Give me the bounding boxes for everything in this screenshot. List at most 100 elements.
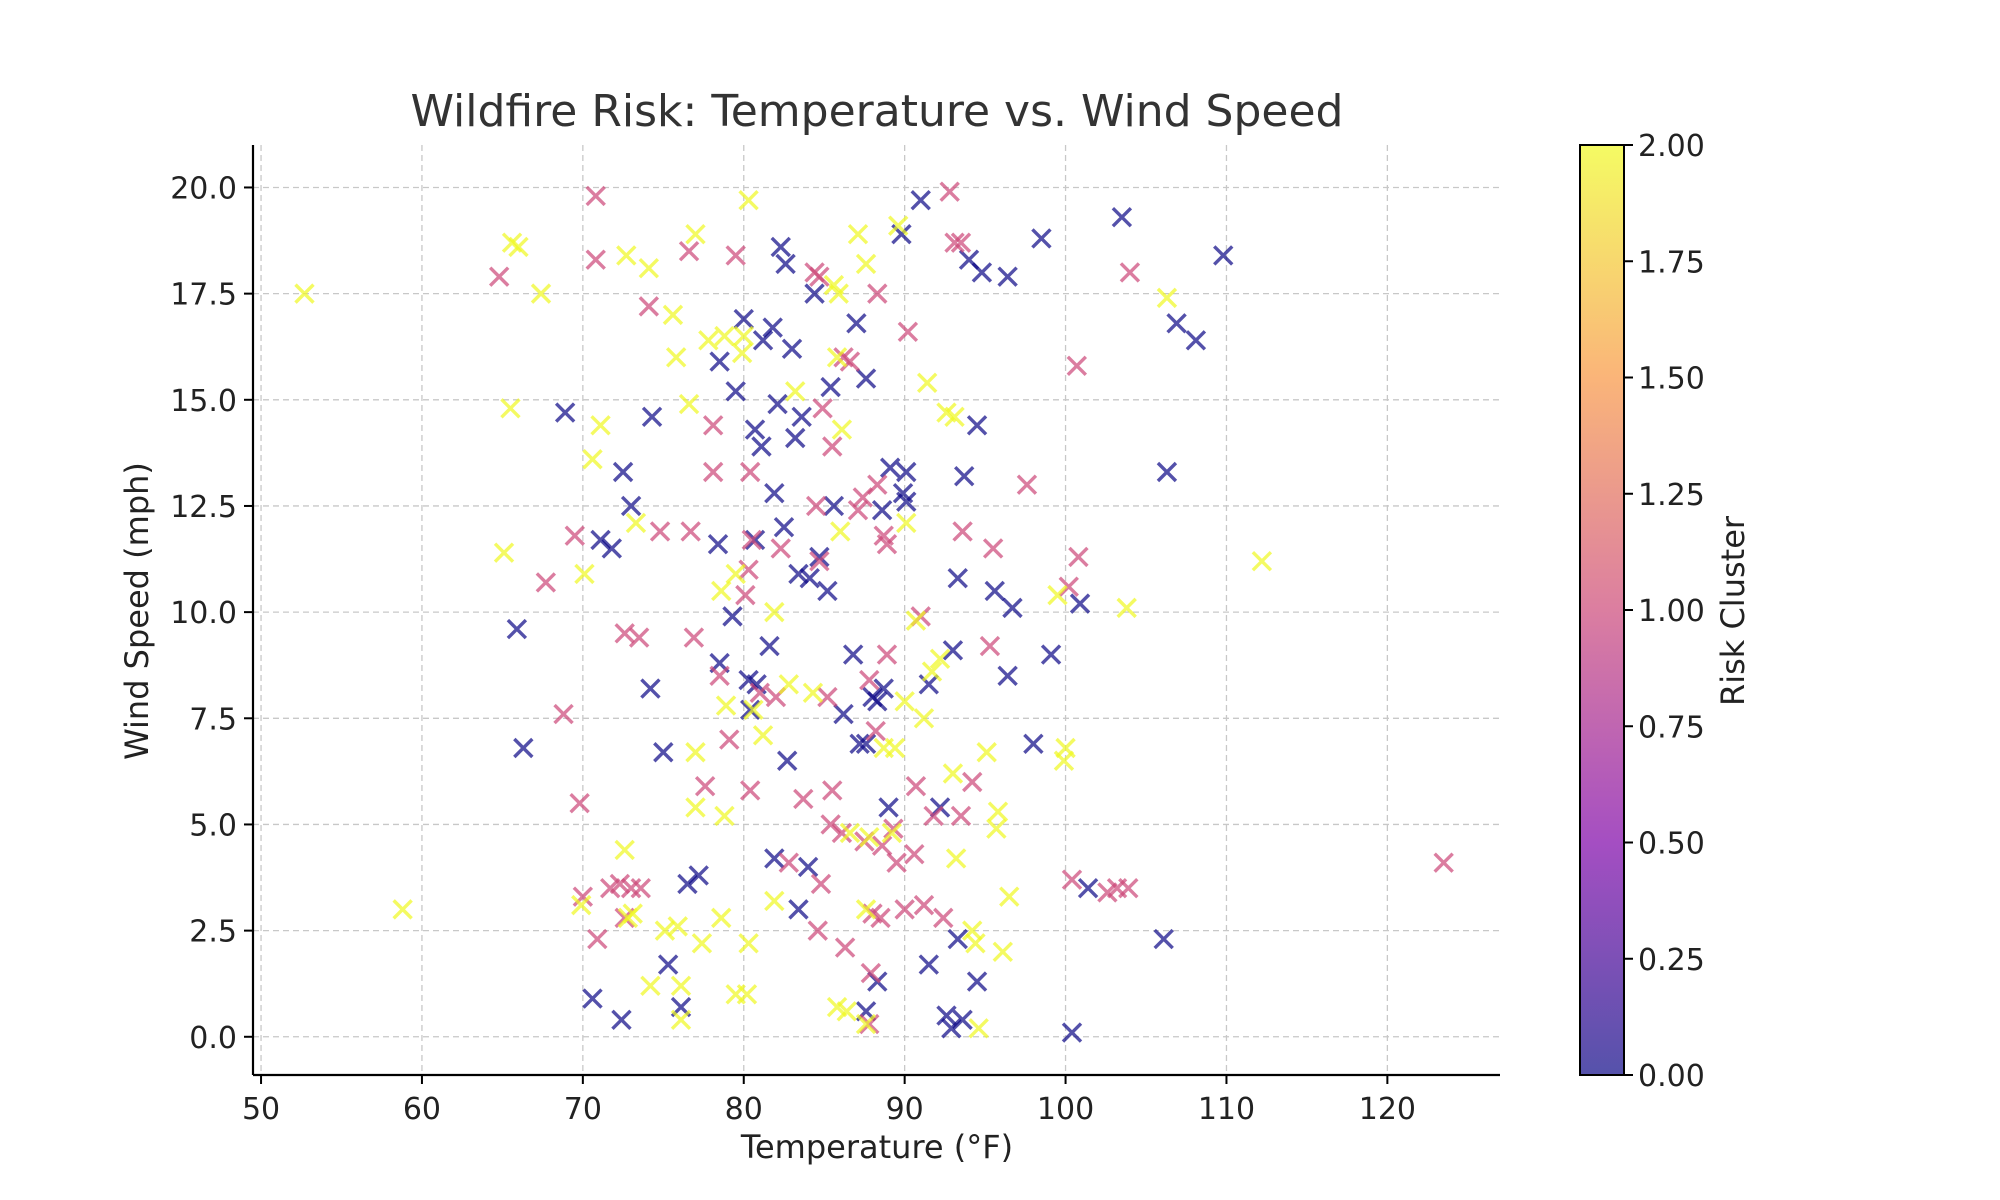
data-point-cluster-1 [867, 283, 888, 304]
colorbar-tick-label: 0.75 [1638, 710, 1705, 745]
y-tick-label: 20.0 [170, 171, 237, 206]
data-point-cluster-0 [918, 674, 939, 695]
data-point-cluster-2 [828, 283, 849, 304]
data-point-cluster-1 [587, 928, 608, 950]
data-point-cluster-2 [992, 941, 1014, 963]
data-point-cluster-1 [933, 907, 954, 929]
data-point-cluster-1 [1068, 546, 1089, 568]
data-point-cluster-1 [739, 780, 761, 801]
data-point-cluster-0 [966, 971, 988, 992]
data-point-cluster-1 [1119, 262, 1141, 283]
data-point-cluster-2 [999, 886, 1020, 907]
data-point-cluster-1 [982, 538, 1004, 559]
data-point-cluster-2 [855, 253, 877, 275]
x-tick-label: 50 [242, 1092, 280, 1127]
data-point-cluster-2 [590, 415, 611, 436]
data-point-cluster-2 [685, 797, 706, 818]
data-point-cluster-0 [997, 266, 1018, 287]
data-point-cluster-0 [688, 865, 709, 886]
data-point-cluster-2 [616, 245, 637, 266]
data-point-cluster-2 [1156, 287, 1178, 309]
data-point-cluster-1 [807, 920, 828, 941]
data-point-cluster-1 [950, 805, 972, 827]
data-point-cluster-0 [752, 330, 774, 351]
data-point-cluster-1 [962, 771, 983, 793]
data-point-cluster-2 [836, 1001, 857, 1022]
data-point-cluster-0 [1023, 733, 1044, 754]
data-point-cluster-2 [665, 347, 687, 368]
data-point-cluster-0 [910, 190, 931, 211]
data-point-cluster-1 [680, 521, 701, 542]
data-point-cluster-2 [986, 818, 1007, 839]
data-point-cluster-0 [1031, 228, 1052, 249]
data-point-cluster-0 [612, 461, 634, 483]
data-point-cluster-0 [725, 381, 746, 402]
data-point-cluster-0 [788, 563, 809, 585]
data-point-cluster-1 [1066, 355, 1088, 377]
data-point-cluster-1 [913, 894, 935, 916]
data-point-cluster-0 [855, 368, 877, 389]
data-point-cluster-2 [670, 975, 692, 997]
data-point-cluster-1 [585, 249, 606, 270]
data-point-cluster-0 [941, 1018, 962, 1039]
data-point-cluster-0 [871, 500, 893, 521]
data-point-cluster-2 [894, 691, 915, 712]
data-point-cluster-2 [685, 223, 706, 245]
data-point-cluster-0 [554, 402, 576, 423]
colorbar-tick-label: 1.50 [1638, 362, 1705, 397]
data-point-cluster-2 [778, 674, 800, 695]
data-point-cluster-0 [513, 737, 534, 759]
data-point-cluster-1 [883, 818, 904, 839]
data-point-cluster-0 [751, 436, 772, 457]
data-point-cluster-1 [1058, 576, 1079, 597]
data-point-cluster-2 [1055, 737, 1076, 759]
data-point-cluster-2 [743, 699, 764, 720]
data-point-cluster-1 [839, 351, 861, 372]
data-point-cluster-0 [1111, 206, 1133, 228]
data-point-cluster-2 [764, 890, 785, 912]
data-point-cluster-0 [739, 699, 761, 720]
data-point-cluster-1 [628, 627, 650, 648]
y-tick-label: 15.0 [170, 384, 237, 419]
data-point-cluster-2 [685, 742, 706, 763]
data-point-cluster-1 [609, 873, 631, 895]
y-tick-label: 0.0 [189, 1021, 237, 1056]
data-point-cluster-0 [640, 678, 661, 699]
x-axis-label: Temperature (°F) [740, 1128, 1013, 1166]
data-point-cluster-1 [939, 181, 960, 202]
y-tick-label: 17.5 [170, 278, 237, 313]
data-point-cluster-1 [805, 495, 827, 517]
x-tick-label: 120 [1359, 1092, 1416, 1127]
data-point-cluster-2 [714, 805, 735, 827]
data-point-cluster-0 [506, 618, 528, 640]
data-point-cluster-1 [809, 550, 830, 572]
data-point-cluster-2 [859, 826, 880, 848]
data-point-cluster-1 [871, 835, 893, 856]
data-point-cluster-1 [944, 232, 965, 253]
data-point-cluster-0 [590, 529, 611, 551]
data-point-cluster-1 [950, 232, 972, 253]
data-point-cluster-1 [488, 266, 510, 287]
data-point-cluster-0 [879, 457, 901, 478]
data-point-cluster-2 [640, 975, 661, 997]
colorbar-tick-label: 0.50 [1638, 827, 1705, 862]
y-tick-label: 10.0 [170, 596, 237, 631]
data-point-cluster-1 [817, 686, 838, 708]
data-point-cluster-0 [947, 928, 968, 950]
data-point-cluster-1 [735, 584, 756, 606]
colorbar-tick-label: 1.25 [1638, 478, 1705, 513]
data-point-cluster-0 [785, 427, 806, 449]
data-point-cluster-1 [702, 461, 724, 483]
colorbar-gradient [1579, 144, 1625, 1076]
data-point-cluster-1 [847, 500, 869, 521]
data-point-cluster-1 [852, 487, 874, 508]
data-point-cluster-2 [294, 283, 315, 304]
data-point-cluster-2 [731, 342, 753, 364]
x-tick-label: 110 [1198, 1092, 1255, 1127]
data-point-cluster-0 [896, 491, 917, 512]
data-point-cluster-0 [709, 351, 730, 372]
data-point-cluster-2 [839, 822, 861, 844]
data-point-cluster-0 [767, 393, 788, 415]
data-point-cluster-2 [884, 737, 906, 759]
